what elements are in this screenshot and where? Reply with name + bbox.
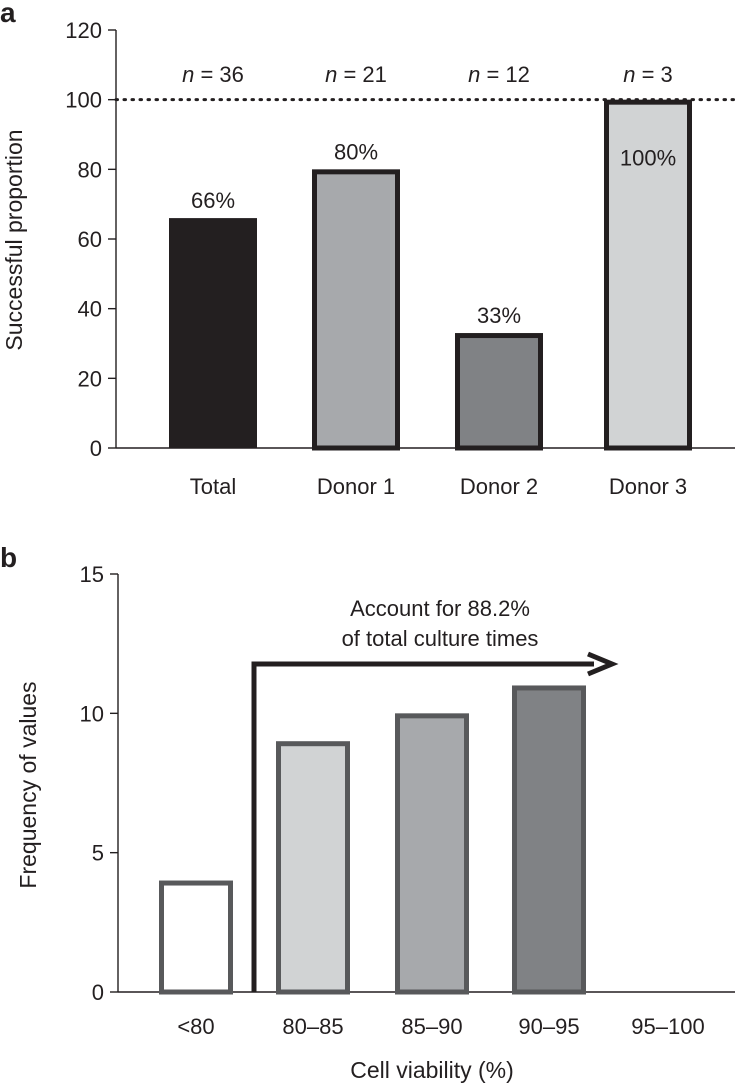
panel-b-annotation-arrow [251, 661, 594, 992]
panel-a-bar [604, 99, 692, 451]
panel-b-y-axis-title: Frequency of values [15, 681, 41, 888]
panel-a-y-tick-label: 100 [65, 88, 102, 113]
panel-a-bar [455, 333, 543, 451]
panel-a-y-tick-label: 80 [78, 157, 102, 182]
panel-a-n-label: n = 12 [468, 62, 530, 87]
panel-b-letter: b [0, 542, 17, 573]
panel-a-y-tick-label: 120 [65, 18, 102, 43]
panel-a-n-symbol: n [325, 62, 337, 87]
panel-b-x-tick-label: 85–90 [401, 1014, 462, 1039]
panel-a-value-label: 80% [334, 139, 378, 164]
panel-a-bar [312, 169, 400, 451]
panel-b-x-axis-title: Cell viability (%) [350, 1057, 514, 1083]
panel-b-annotation: Account for 88.2% of total culture times [251, 596, 619, 992]
panel-a-n-value: = 12 [480, 62, 530, 87]
panel-a-bar [169, 218, 257, 448]
panel-a-bars [169, 99, 692, 451]
panel-b-bars [159, 685, 586, 995]
panel-b-y-tick-label: 5 [92, 841, 104, 866]
panel-a-n-label: n = 3 [623, 62, 673, 87]
panel-a-y-tick-label: 0 [90, 436, 102, 461]
panel-a-y-tick-label: 20 [78, 366, 102, 391]
panel-b-annotation-arrowhead [587, 651, 619, 677]
panel-a-n-value: = 3 [635, 62, 672, 87]
panel-a-n-value: = 36 [194, 62, 244, 87]
panel-a-value-label: 100% [620, 146, 676, 171]
panel-a-x-tick-label: Donor 2 [460, 474, 538, 499]
panel-a-value-label: 33% [477, 303, 521, 328]
panel-b-x-tick-label: 90–95 [518, 1014, 579, 1039]
panel-b-y-tick-label: 10 [80, 701, 104, 726]
panel-b-chart: b Frequency of values Cell viability (%)… [0, 542, 735, 1083]
panel-b-bar [159, 880, 233, 995]
panel-a-chart: a Successful proportion 020406080100120 … [0, 0, 737, 499]
panel-a-n-value: = 21 [337, 62, 387, 87]
panel-a-x-tick-label: Donor 3 [609, 474, 687, 499]
panel-a-x-tick-label: Total [190, 474, 236, 499]
panel-b-labels: <80 80–85 85–90 90–95 95–100 [177, 1014, 704, 1039]
panel-b-bar [395, 713, 469, 995]
panel-a-n-symbol: n [623, 62, 635, 87]
panel-a-value-label: 66% [191, 188, 235, 213]
panel-a-y-tick-label: 40 [78, 297, 102, 322]
panel-a-x-tick-label: Donor 1 [317, 474, 395, 499]
panel-a-y-axis: 0 20 40 60 80 100 120 [65, 18, 737, 461]
panel-b-y-tick-label: 0 [92, 980, 104, 1005]
panel-b-bar [512, 685, 586, 995]
panel-a-n-symbol: n [468, 62, 480, 87]
panel-b-annotation-text: of total culture times [342, 626, 539, 651]
panel-b-x-tick-label: <80 [177, 1014, 214, 1039]
panel-b-x-tick-label: 95–100 [631, 1014, 704, 1039]
panel-a-labels: Total 66% n = 36 Donor 1 80% n = 21 Donor 2 33%… [182, 62, 687, 499]
panel-b-bar [276, 741, 350, 995]
panel-b-annotation-text: Account for 88.2% [350, 596, 530, 621]
panel-a-letter: a [0, 0, 16, 28]
panel-a-y-axis-title: Successful proportion [1, 129, 27, 350]
panel-b-x-tick-label: 80–85 [282, 1014, 343, 1039]
panel-a-y-tick-label: 60 [78, 227, 102, 252]
panel-a-n-label: n = 36 [182, 62, 244, 87]
panel-b-y-tick-label: 15 [80, 562, 104, 587]
panel-a-n-symbol: n [182, 62, 194, 87]
panel-a-n-label: n = 21 [325, 62, 387, 87]
